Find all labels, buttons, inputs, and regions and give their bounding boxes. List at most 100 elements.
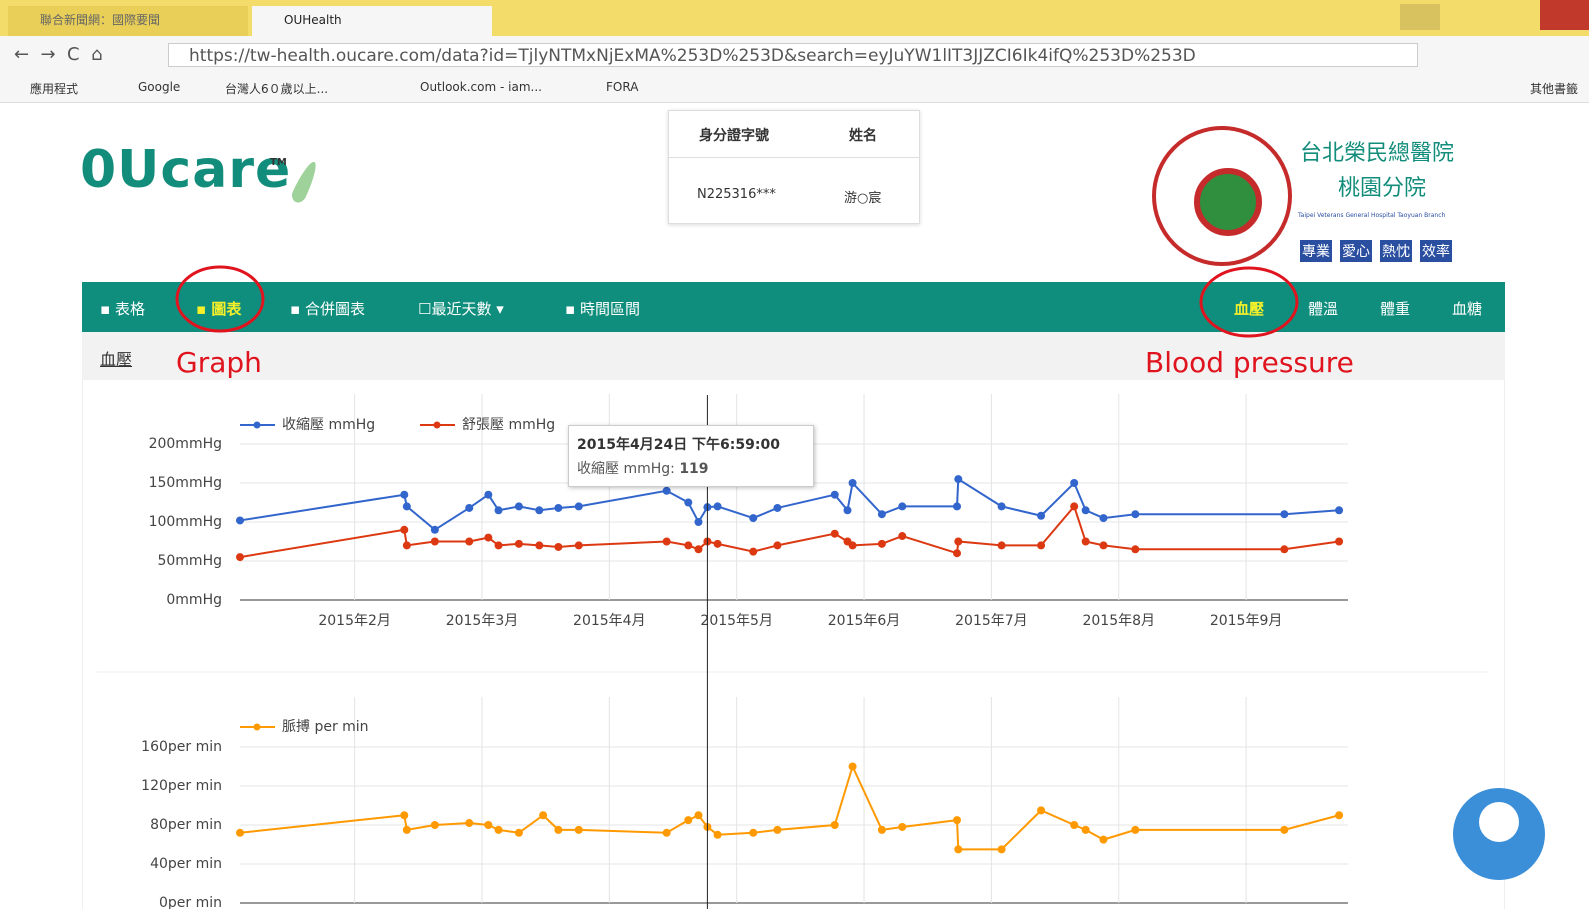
data-point [1037,806,1045,814]
y-tick-label: 150mmHg [149,475,222,491]
data-point [1280,545,1288,553]
data-point [403,541,411,549]
x-tick-label: 2015年5月 [700,613,773,629]
data-point [539,811,547,819]
y-tick-label: 120per min [141,778,222,794]
data-point [236,516,244,524]
data-point [1037,541,1045,549]
tooltip: 2015年4月24日 下午6:59:00 收縮壓 mmHg: 119 [568,425,814,487]
data-point [749,514,757,522]
annotation-circle [177,267,263,331]
annotation-circle [1201,268,1297,336]
data-point [849,479,857,487]
data-point [1082,506,1090,514]
data-point [535,506,543,514]
y-tick-label: 100mmHg [149,514,222,530]
data-point [465,504,473,512]
data-point [898,532,906,540]
data-point [1099,514,1107,522]
data-point [554,543,562,551]
y-tick-label: 80per min [150,817,222,833]
legend-label: 舒張壓 mmHg [462,417,555,433]
data-point [878,826,886,834]
data-point [953,549,961,557]
data-point [1280,826,1288,834]
data-point [1099,836,1107,844]
data-point [535,541,543,549]
data-point [1099,541,1107,549]
data-point [831,821,839,829]
data-point [998,541,1006,549]
data-point [1131,826,1139,834]
data-point [1037,512,1045,520]
data-point [663,829,671,837]
data-point [878,510,886,518]
x-tick-label: 2015年3月 [446,613,519,629]
legend-marker [254,724,261,731]
data-point [495,826,503,834]
data-point [236,829,244,837]
data-point [495,506,503,514]
data-point [431,821,439,829]
data-point [694,545,702,553]
y-tick-label: 200mmHg [149,436,222,452]
data-point [1070,821,1078,829]
data-point [1082,538,1090,546]
data-point [749,548,757,556]
data-point [684,499,692,507]
legend-marker [434,422,441,429]
data-point [484,821,492,829]
data-point [515,829,523,837]
data-point [1280,510,1288,518]
data-point [403,826,411,834]
data-point [998,502,1006,510]
data-point [1335,506,1343,514]
data-point [1070,479,1078,487]
data-point [495,541,503,549]
data-point [694,811,702,819]
y-tick-label: 0per min [159,895,222,909]
legend-label: 脈搏 per min [282,718,369,735]
data-point [953,502,961,510]
data-point [465,819,473,827]
data-point [400,811,408,819]
tooltip-value: 119 [679,461,708,477]
data-point [575,541,583,549]
data-point [843,506,851,514]
data-point [898,502,906,510]
x-tick-label: 2015年4月 [573,613,646,629]
page: 聯合新聞網：國際要聞 OUHealth ← → C ⌂ https://tw-h… [0,0,1589,909]
legend-marker [254,422,261,429]
legend-label: 收縮壓 mmHg [282,417,375,433]
data-point [1335,811,1343,819]
data-point [1131,510,1139,518]
data-point [849,541,857,549]
data-point [403,502,411,510]
tooltip-row: 收縮壓 mmHg: 119 [577,458,709,478]
data-point [1070,502,1078,510]
y-tick-label: 0mmHg [166,592,222,608]
data-point [954,475,962,483]
data-point [554,504,562,512]
data-point [831,530,839,538]
x-tick-label: 2015年8月 [1082,613,1155,629]
series-line [240,767,1339,850]
data-point [1082,826,1090,834]
tooltip-date: 2015年4月24日 下午6:59:00 [577,434,780,454]
data-point [554,826,562,834]
data-point [684,816,692,824]
data-point [714,502,722,510]
data-point [515,540,523,548]
x-tick-label: 2015年2月 [318,613,391,629]
data-point [773,826,781,834]
data-point [484,534,492,542]
data-point [515,502,523,510]
data-point [663,538,671,546]
data-point [773,504,781,512]
data-point [773,541,781,549]
data-point [831,491,839,499]
data-point [484,491,492,499]
data-point [953,816,961,824]
data-point [998,845,1006,853]
data-point [1131,545,1139,553]
